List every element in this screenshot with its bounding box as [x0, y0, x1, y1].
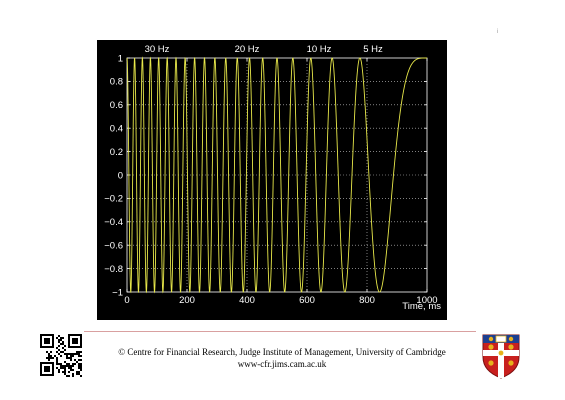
crest-book: [495, 335, 507, 343]
chirp-series-line: [126, 56, 427, 294]
crest-lion-5: [488, 360, 494, 366]
y-tick-label-2: 0.6: [110, 100, 123, 111]
y-tick-label-6: −0.2: [104, 194, 123, 205]
y-tick-label-7: −0.4: [104, 217, 123, 228]
frequency-annotations: 30 Hz 20 Hz 10 Hz 5 Hz: [145, 44, 383, 55]
frequency-label-1: 20 Hz: [235, 44, 260, 55]
footer-divider: [84, 331, 476, 332]
grid-layer: [127, 58, 427, 292]
cambridge-crest-icon: [482, 334, 520, 379]
x-axis-label: Time, ms: [402, 301, 441, 312]
x-tick-label-0: 0: [124, 295, 129, 306]
tick-labels: 0 200 400 600 800 1000 1 0.8 0.6 0.4 0.2 0 −0.2 −0.4 −…: [104, 53, 437, 306]
y-tick-label-5: 0: [118, 170, 123, 181]
qr-code-icon: [40, 334, 82, 377]
footer-text: © Centre for Financial Research, Judge I…: [98, 346, 466, 370]
x-tick-label-3: 600: [299, 295, 315, 306]
chart-panel: 0 200 400 600 800 1000 1 0.8 0.6 0.4 0.2 0 −0.2 −0.4 −…: [97, 40, 447, 320]
crest-cross: [483, 335, 519, 378]
copyright-notice: © Centre for Financial Research, Judge I…: [118, 347, 446, 357]
frequency-label-2: 10 Hz: [307, 44, 332, 55]
series-layer: [126, 56, 427, 294]
x-tick-label-5: 1000: [416, 295, 437, 306]
website-address: www-cfr.jims.cam.ac.uk: [237, 359, 327, 369]
frequency-label-0: 30 Hz: [145, 44, 170, 55]
crest-lion-1: [488, 336, 494, 342]
crest-lion-4: [508, 344, 514, 350]
crest-lion-6: [508, 360, 514, 366]
frequency-label-3: 5 Hz: [363, 44, 383, 55]
x-tick-label-4: 800: [359, 295, 375, 306]
y-tick-label-1: 0.8: [110, 77, 123, 88]
crest-lion-7: [498, 350, 504, 356]
y-tick-label-3: 0.4: [110, 124, 123, 135]
x-tick-label-1: 200: [179, 295, 195, 306]
y-tick-label-10: −1: [112, 287, 123, 298]
chirp-chart: 0 200 400 600 800 1000 1 0.8 0.6 0.4 0.2 0 −0.2 −0.4 −…: [104, 44, 441, 312]
x-tick-label-2: 400: [239, 295, 255, 306]
y-tick-label-4: 0.2: [110, 147, 123, 158]
crest-lion-2: [508, 336, 514, 342]
crest-lion-3: [488, 344, 494, 350]
y-tick-label-0: 1: [118, 53, 123, 64]
corner-mark: i: [497, 29, 499, 35]
y-tick-label-9: −0.8: [104, 264, 123, 275]
y-tick-label-8: −0.6: [104, 241, 123, 252]
